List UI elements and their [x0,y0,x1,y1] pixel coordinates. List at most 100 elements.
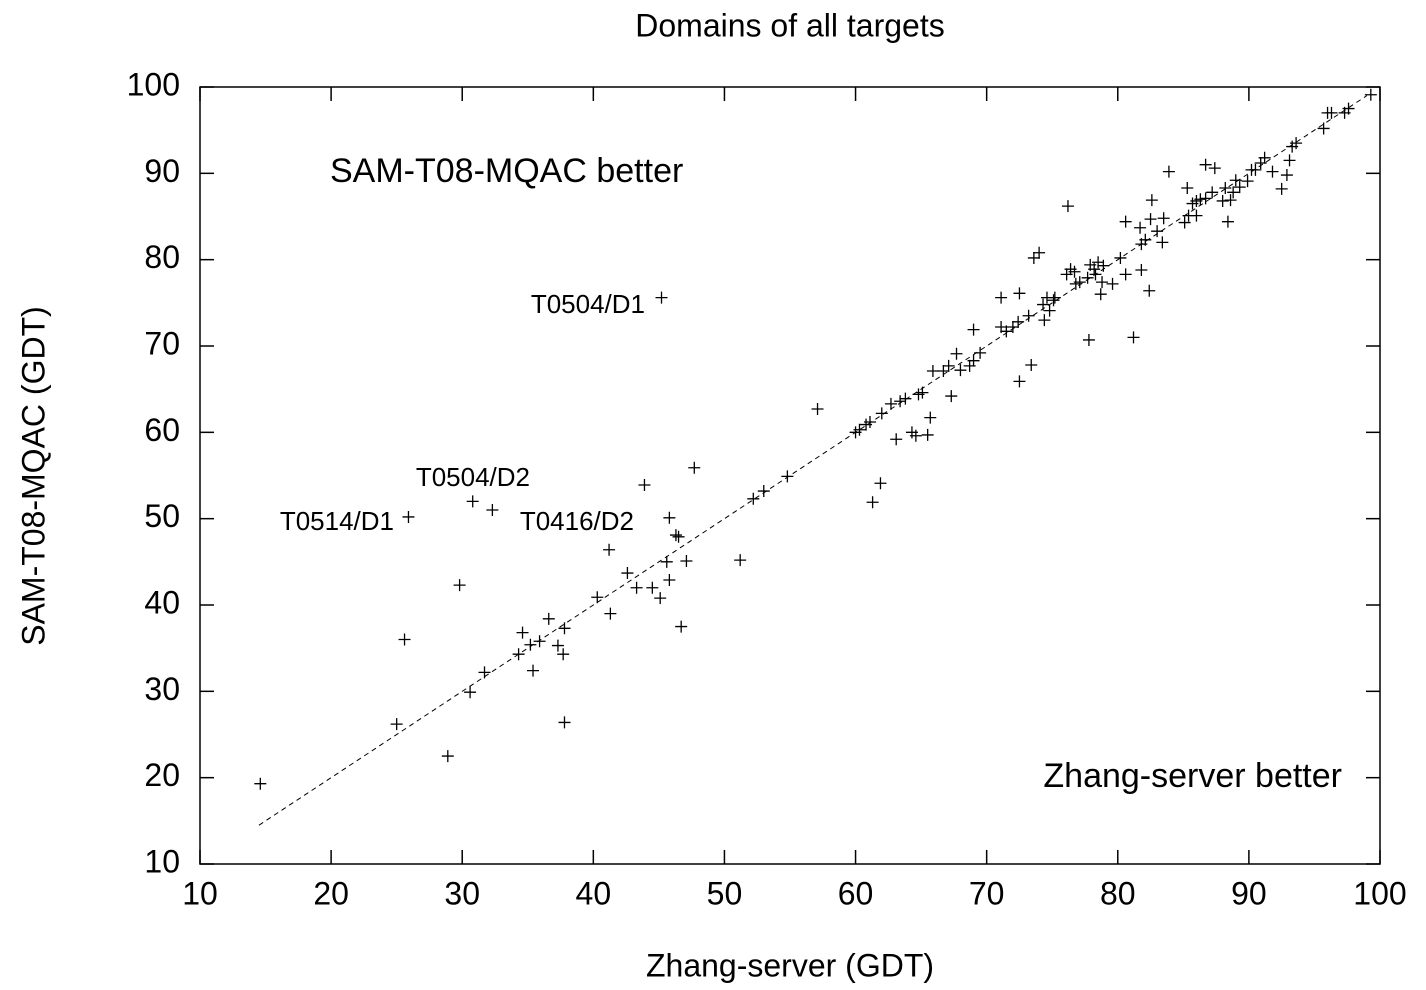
point [1097,259,1110,272]
point [654,592,667,605]
chart-title: Domains of all targets [635,7,944,43]
point [558,716,571,729]
point [527,664,540,677]
x-tick-label: 10 [182,875,218,911]
y-tick-label: 90 [144,153,180,189]
point [1199,158,1212,171]
annotation: SAM-T08-MQAC better [330,152,683,190]
point [924,411,937,424]
point [542,612,555,625]
point [398,633,411,646]
point [890,433,903,446]
point [663,573,676,586]
point [1114,251,1127,264]
point [1048,291,1061,304]
y-axis-label: SAM-T08-MQAC (GDT) [15,306,51,646]
point [1317,122,1330,135]
point [675,620,688,633]
y-tick-label: 30 [144,671,180,707]
point [621,567,634,580]
y-tick-label: 20 [144,757,180,793]
point [1068,265,1081,278]
point [638,478,651,491]
point [1190,209,1203,222]
annotation: Zhang-server better [1043,757,1342,795]
point [254,777,267,790]
point [655,291,668,304]
point [1144,213,1157,226]
point [516,626,529,639]
point [1229,174,1242,187]
point [1013,287,1026,300]
point [1082,333,1095,346]
point [937,365,950,378]
point [558,622,571,635]
point [672,530,685,543]
point [1227,186,1240,199]
point [1143,284,1156,297]
point [863,415,876,428]
y-tick-label: 40 [144,584,180,620]
point [1275,182,1288,195]
point [1073,276,1086,289]
y-tick-label: 60 [144,412,180,448]
point [453,579,466,592]
point [466,495,479,508]
point [1280,169,1293,182]
y-tick-label: 50 [144,498,180,534]
point [916,386,929,399]
point [1156,236,1169,249]
point [533,635,546,648]
point [1081,271,1094,284]
point [660,555,673,568]
x-tick-label: 40 [576,875,612,911]
point [646,581,659,594]
point [1134,221,1147,234]
x-tick-label: 20 [313,875,349,911]
point [974,346,987,359]
point [524,638,537,651]
point [1151,225,1164,238]
x-tick-label: 30 [444,875,480,911]
point-label: T0416/D2 [520,506,634,536]
point [894,395,907,408]
point [853,423,866,436]
point [464,686,477,699]
point [591,591,604,604]
point [1119,268,1132,281]
point [1000,325,1013,338]
point [1290,137,1303,150]
point [1135,264,1148,277]
point [486,504,499,517]
point [604,607,617,620]
point [1258,151,1271,164]
y-tick-label: 10 [144,843,180,879]
point [1038,314,1051,327]
point [1096,276,1109,289]
point [1194,193,1207,206]
point [557,648,570,661]
x-tick-label: 90 [1231,875,1267,911]
point [899,392,912,405]
point [1022,309,1035,322]
point [757,485,770,498]
point [866,496,879,509]
point [1325,106,1338,119]
point [921,428,934,441]
point [1181,182,1194,195]
point [1094,288,1107,301]
point [909,429,922,442]
y-tick-label: 70 [144,325,180,361]
point [1178,216,1191,229]
point [630,581,643,594]
point [884,397,897,410]
point [926,365,939,378]
point [1283,154,1296,167]
x-axis-label: Zhang-server (GDT) [646,947,934,983]
point [950,347,963,360]
point [1139,233,1152,246]
point [734,554,747,567]
point-label: T0504/D2 [416,462,530,492]
point [1219,182,1232,195]
